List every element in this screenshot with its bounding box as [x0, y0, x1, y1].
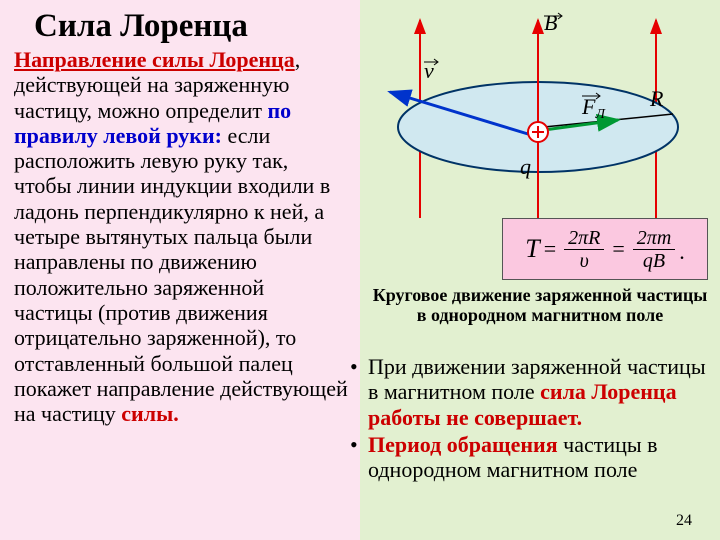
- bullet-2: • Период обращения частицы в однородном …: [350, 432, 715, 483]
- label-b: B: [544, 12, 557, 35]
- frac-2: 2πm qB: [633, 228, 675, 271]
- formula-eq1: =: [544, 236, 556, 262]
- label-q: q: [520, 154, 531, 179]
- period-formula-box: T = 2πR υ = 2πm qB .: [502, 218, 708, 280]
- bullet-list: • При движении заряженной частицы в магн…: [350, 354, 715, 484]
- slide-content: Сила Лоренца Направление силы Лоренца, д…: [0, 0, 720, 540]
- page-number: 24: [676, 512, 692, 530]
- bullet-dot-icon: •: [350, 432, 368, 483]
- bullet-1: • При движении заряженной частицы в магн…: [350, 354, 715, 430]
- diagram-caption: Круговое движение заряженной частицы в о…: [368, 286, 712, 326]
- period-formula: T = 2πR υ = 2πm qB .: [525, 228, 685, 271]
- b2-red: Период обращения: [368, 432, 558, 457]
- lead-red-text: Направление силы Лоренца: [14, 47, 295, 72]
- formula-eq2: =: [612, 236, 624, 262]
- bullet-dot-icon: •: [350, 354, 368, 430]
- label-r: R: [649, 86, 664, 111]
- formula-dot: .: [679, 239, 685, 265]
- main-paragraph: Направление силы Лоренца, действующей на…: [0, 47, 358, 426]
- formula-T: T: [525, 234, 539, 264]
- frac-1: 2πR υ: [564, 228, 604, 271]
- para-seg-2: если расположить левую руку так, чтобы л…: [14, 123, 348, 426]
- para-end-red: силы.: [121, 401, 178, 426]
- lorentz-diagram: B v FЛ R q: [368, 12, 708, 218]
